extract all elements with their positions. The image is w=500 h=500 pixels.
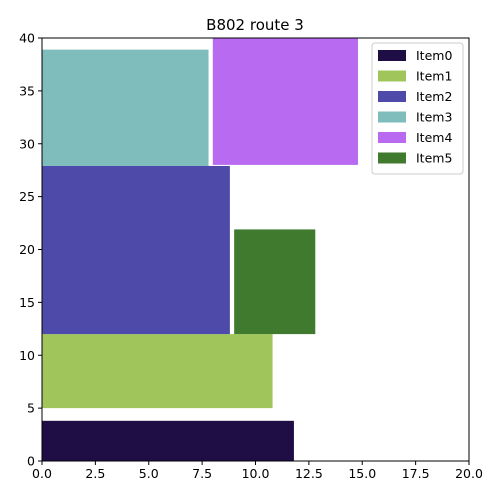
legend-swatch-item4 [378, 132, 406, 143]
chart-title: B802 route 3 [206, 16, 304, 34]
legend-label-item1: Item1 [416, 69, 452, 84]
x-tick-label: 7.5 [192, 466, 212, 481]
y-tick-label: 35 [19, 83, 35, 98]
bar-item4 [212, 38, 358, 165]
legend: Item0 Item1 Item2 Item3 Item4 Item5 [371, 42, 464, 175]
y-tick-label: 0 [27, 454, 35, 469]
x-tick-label: 2.5 [85, 466, 105, 481]
bar-item3 [42, 49, 209, 166]
y-tick-label: 15 [19, 295, 35, 310]
y-tick-label: 30 [19, 136, 35, 151]
legend-swatch-item2 [378, 91, 406, 102]
legend-label-item5: Item5 [416, 151, 452, 166]
x-tick-label: 20.0 [455, 466, 483, 481]
plot-area [42, 38, 358, 461]
legend-label-item3: Item3 [416, 110, 452, 125]
bar-item0 [42, 420, 294, 461]
y-tick-label: 40 [19, 31, 35, 46]
x-tick-label: 10.0 [242, 466, 270, 481]
x-tick-label: 17.5 [402, 466, 430, 481]
legend-label-item0: Item0 [416, 48, 452, 63]
legend-swatch-item0 [378, 50, 406, 61]
y-tick-label: 20 [19, 242, 35, 257]
legend-swatch-item5 [378, 152, 406, 164]
y-axis: 0 5 10 15 20 25 30 35 40 [19, 31, 42, 469]
x-tick-label: 12.5 [295, 466, 323, 481]
bar-item2 [42, 165, 230, 335]
x-tick-label: 0.0 [32, 466, 52, 481]
legend-label-item4: Item4 [416, 130, 452, 145]
y-tick-label: 5 [27, 401, 35, 416]
y-tick-label: 10 [19, 348, 35, 363]
y-tick-label: 25 [19, 189, 35, 204]
x-axis: 0.0 2.5 5.0 7.5 10.0 12.5 15.0 17.5 20.0 [32, 461, 483, 481]
bar-item5 [234, 229, 316, 335]
legend-label-item2: Item2 [416, 89, 452, 104]
legend-swatch-item3 [378, 111, 406, 123]
x-tick-label: 15.0 [348, 466, 376, 481]
bar-item1 [42, 334, 273, 409]
x-tick-label: 5.0 [139, 466, 159, 481]
legend-swatch-item1 [378, 70, 406, 82]
